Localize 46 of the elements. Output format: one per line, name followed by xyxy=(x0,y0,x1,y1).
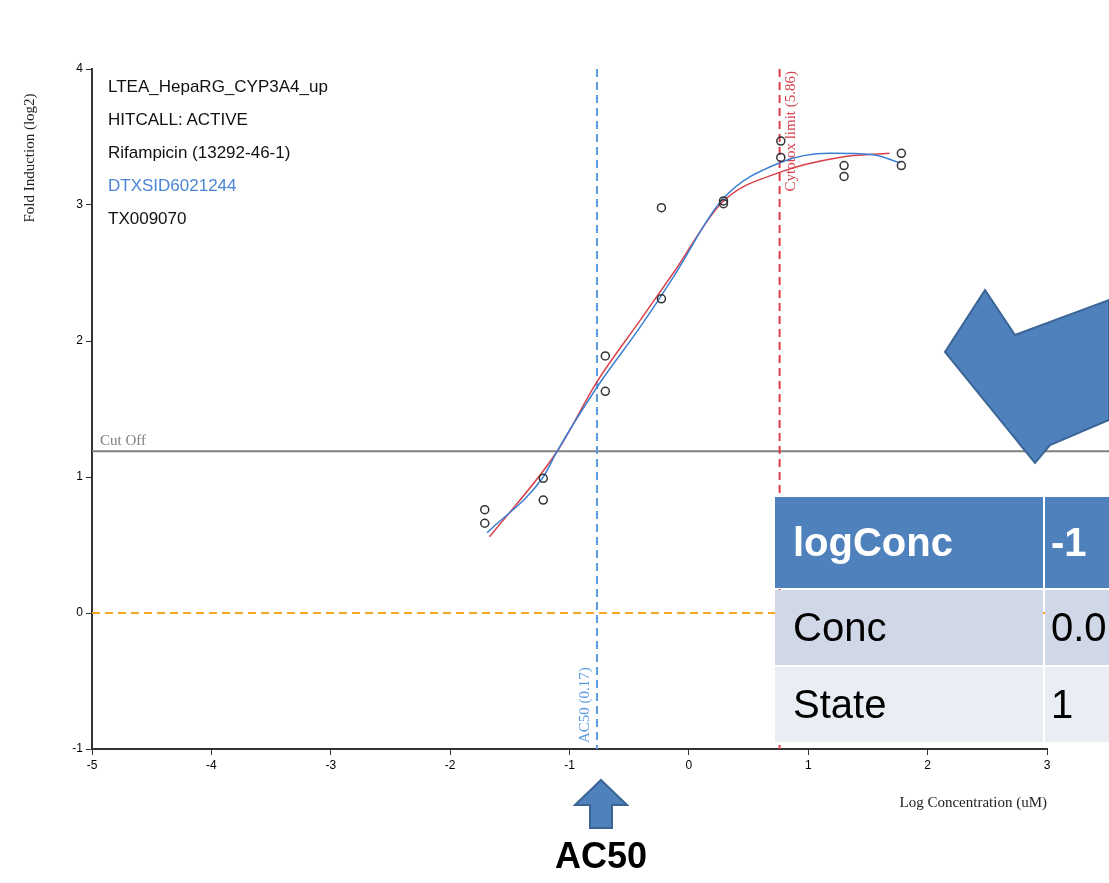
y-tick-label: 3 xyxy=(76,197,84,212)
x-tick-label: 3 xyxy=(1043,757,1051,772)
x-tick-label: 2 xyxy=(924,757,932,772)
ref-line-label: AC50 (0.17) xyxy=(576,667,594,743)
point xyxy=(600,386,611,397)
annotation: DTXSID6021244 xyxy=(108,175,238,197)
ref-line-label: Cut Off xyxy=(100,431,146,448)
x-tick-label: 0 xyxy=(685,757,693,772)
x-axis-title: Log Concentration (uM) xyxy=(899,793,1047,811)
point xyxy=(600,351,611,361)
point xyxy=(656,202,667,213)
annotation: Rifampicin (13292-46-1) xyxy=(108,142,292,164)
ref-line-label: Cytotox limit (5.86) xyxy=(782,71,800,192)
y-tick-label: 0 xyxy=(76,605,84,620)
point xyxy=(538,495,548,505)
y-tick-label: 2 xyxy=(76,333,84,348)
point xyxy=(656,294,667,304)
x-tick-label: -4 xyxy=(206,757,218,772)
point xyxy=(839,160,849,171)
point xyxy=(538,473,548,484)
point xyxy=(776,136,786,146)
annotation: State xyxy=(775,667,1043,742)
x-tick-label: -3 xyxy=(325,757,337,772)
annotation: LTEA_HepaRG_CYP3A4_up xyxy=(108,76,328,98)
annotation: logConc xyxy=(775,497,1043,588)
point xyxy=(896,160,907,171)
y-axis-title: Fold Induction (log2) xyxy=(20,93,38,223)
point xyxy=(776,152,786,163)
y-tick-label: 4 xyxy=(76,61,84,76)
x-tick-label: -2 xyxy=(444,757,456,772)
point xyxy=(479,504,490,515)
text: -1 xyxy=(1051,520,1087,564)
x-tick-label: -5 xyxy=(86,757,98,772)
y-tick-label: -1 xyxy=(72,741,84,756)
y-tick-label: 1 xyxy=(76,469,84,484)
x-tick-label: 1 xyxy=(804,757,812,772)
text: AC50 xyxy=(553,835,648,877)
annotation: HITCALL: ACTIVE xyxy=(108,109,249,131)
point xyxy=(479,518,490,528)
point xyxy=(839,171,849,182)
annotation: TX009070 xyxy=(108,208,188,230)
annotation: Conc xyxy=(775,590,1043,665)
x-tick-label: -1 xyxy=(564,757,576,772)
text: 1 xyxy=(1051,682,1074,726)
text: 0.0 xyxy=(1051,605,1107,649)
point xyxy=(896,148,907,159)
